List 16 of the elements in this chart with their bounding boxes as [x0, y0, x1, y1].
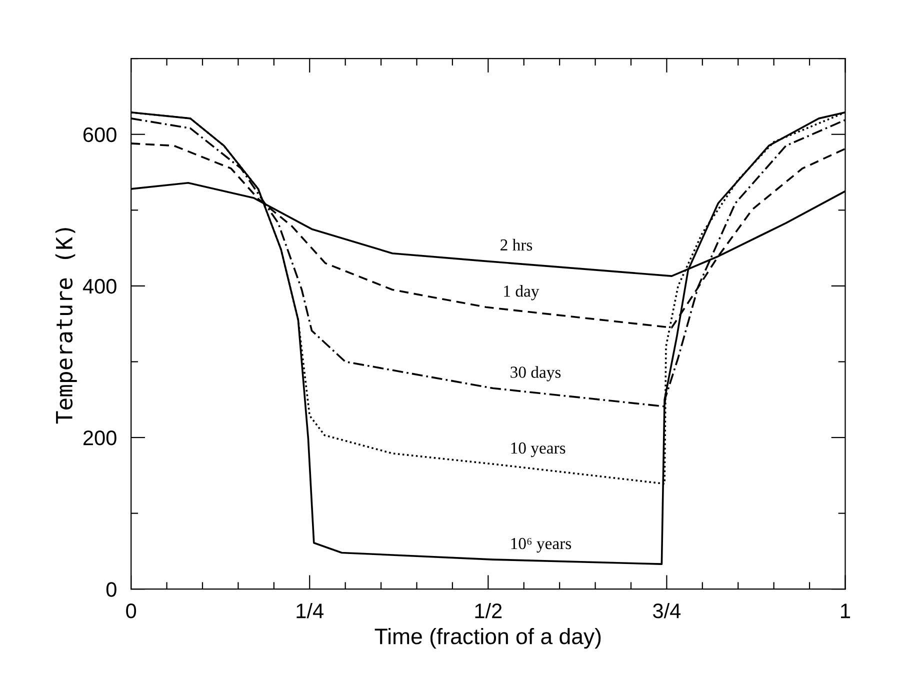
- y-tick-label: 0: [106, 582, 116, 597]
- x-tick-label: 3/4: [653, 602, 681, 618]
- x-tick-label: 1/4: [296, 602, 324, 618]
- y-tick-label: 600: [83, 127, 116, 142]
- x-tick-label: 1/2: [475, 602, 502, 618]
- series-label: 2 hrs: [500, 238, 532, 251]
- y-axis-title: Temperature (K): [55, 228, 77, 424]
- y-tick-label: 400: [82, 278, 116, 294]
- y-tick-label: 200: [83, 430, 116, 446]
- series-label: 10 years: [511, 442, 566, 458]
- series-label: 30 days: [510, 366, 561, 382]
- x-tick-label: 1: [841, 604, 850, 618]
- x-axis-title: Time (fraction of a day): [374, 628, 601, 649]
- series-label: 10⁶ years: [511, 538, 572, 553]
- x-tick-label: 0: [126, 604, 136, 618]
- series-label: 1 day: [504, 285, 540, 300]
